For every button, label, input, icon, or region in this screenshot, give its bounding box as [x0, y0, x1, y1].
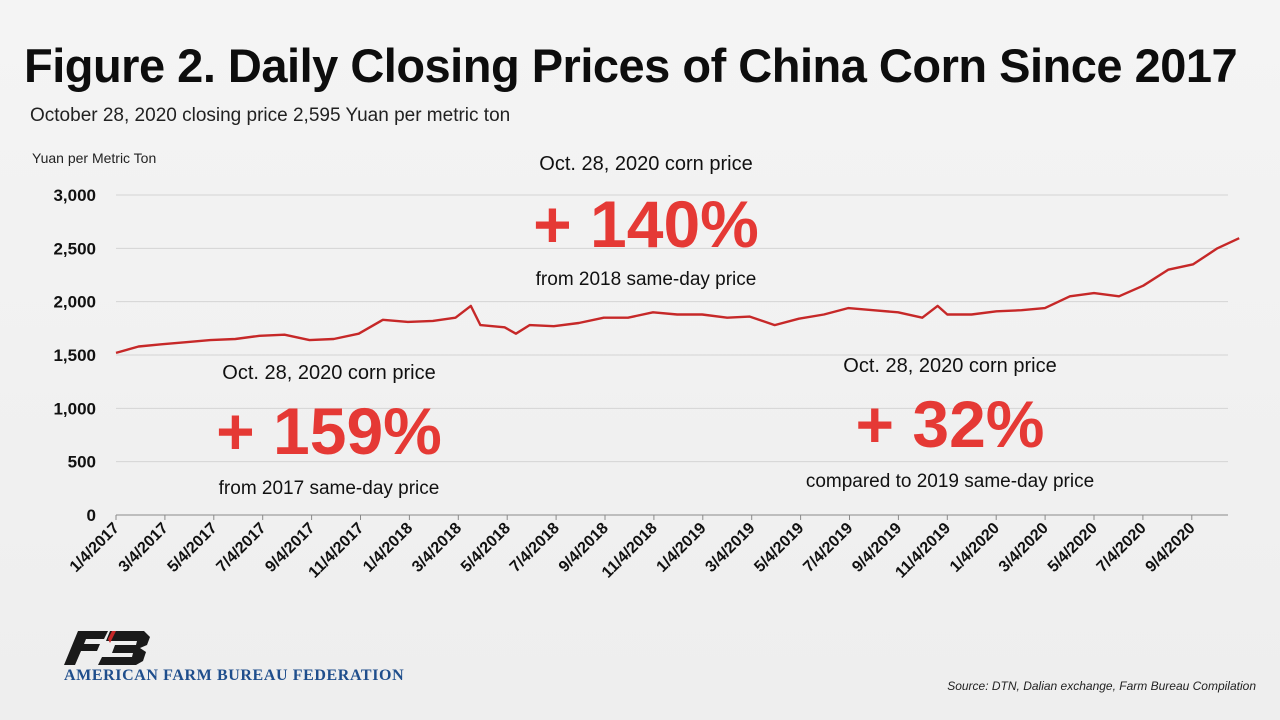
y-tick-label: 0 — [87, 506, 96, 525]
x-tick-label: 7/4/2018 — [507, 520, 563, 576]
y-tick-label: 3,000 — [53, 186, 96, 205]
x-tick-label: 5/4/2020 — [1045, 520, 1101, 576]
annotation-2019-heading: Oct. 28, 2020 corn price — [843, 355, 1056, 377]
x-tick-label: 7/4/2019 — [800, 520, 856, 576]
y-tick-label: 2,500 — [53, 239, 96, 258]
annotation-2019-caption: compared to 2019 same-day price — [806, 471, 1094, 492]
x-tick-label: 7/4/2017 — [213, 520, 269, 576]
x-tick-label: 5/4/2017 — [165, 520, 221, 576]
x-tick-label: 1/4/2019 — [654, 520, 710, 576]
y-tick-label: 2,000 — [53, 293, 96, 312]
organization-name: AMERICAN FARM BUREAU FEDERATION — [64, 667, 405, 684]
x-tick-label: 3/4/2017 — [116, 520, 172, 576]
x-tick-label: 5/4/2019 — [751, 520, 807, 576]
farm-bureau-logo — [64, 631, 150, 665]
figure-subtitle: October 28, 2020 closing price 2,595 Yua… — [30, 105, 511, 126]
x-tick-label: 1/4/2017 — [67, 520, 123, 576]
x-tick-label: 3/4/2018 — [409, 520, 465, 576]
annotation-2018-heading: Oct. 28, 2020 corn price — [539, 153, 752, 175]
x-tick-label: 9/4/2020 — [1143, 520, 1199, 576]
figure-title: Figure 2. Daily Closing Prices of China … — [24, 39, 1238, 92]
annotation-2017-heading: Oct. 28, 2020 corn price — [222, 362, 435, 384]
y-tick-label: 500 — [68, 453, 96, 472]
x-tick-label: 3/4/2019 — [702, 520, 758, 576]
annotation-2019: Oct. 28, 2020 corn price + 32% compared … — [806, 355, 1094, 492]
annotation-2017-caption: from 2017 same-day price — [219, 478, 440, 499]
source-note: Source: DTN, Dalian exchange, Farm Burea… — [947, 679, 1256, 693]
annotation-2018: Oct. 28, 2020 corn price + 140% from 201… — [533, 153, 759, 290]
y-axis-label: Yuan per Metric Ton — [32, 150, 156, 166]
x-tick-label: 5/4/2018 — [458, 520, 514, 576]
annotation-2017-value: + 159% — [216, 394, 442, 468]
annotation-2018-caption: from 2018 same-day price — [536, 269, 757, 290]
x-tick-label: 1/4/2018 — [360, 520, 416, 576]
y-tick-label: 1,000 — [53, 399, 96, 418]
x-tick-label: 1/4/2020 — [947, 520, 1003, 576]
annotation-2017: Oct. 28, 2020 corn price + 159% from 201… — [216, 362, 442, 499]
y-tick-label: 1,500 — [53, 346, 96, 365]
annotation-2018-value: + 140% — [533, 187, 759, 261]
x-tick-label: 7/4/2020 — [1094, 520, 1150, 576]
annotation-2019-value: + 32% — [856, 387, 1045, 461]
price-series-line — [115, 237, 1240, 355]
x-tick-label: 3/4/2020 — [996, 520, 1052, 576]
